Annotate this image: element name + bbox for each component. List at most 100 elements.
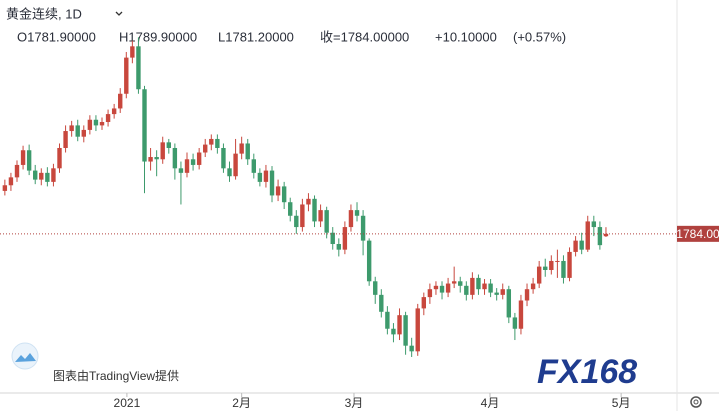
candle-body	[427, 289, 433, 298]
candle-body	[87, 119, 93, 130]
candle-body	[445, 283, 451, 293]
candle-body	[482, 283, 487, 290]
candle-body	[366, 240, 372, 282]
candle-body	[20, 150, 26, 165]
x-tick-label: 3月	[345, 396, 364, 410]
candle-body	[136, 46, 141, 90]
candle-body	[506, 289, 512, 318]
candle-body	[603, 233, 609, 237]
candle-body	[470, 277, 475, 295]
candle-body	[336, 244, 342, 250]
candle-body	[45, 172, 50, 182]
candle-body	[579, 240, 584, 250]
ohlc-open: O1781.90000	[17, 29, 96, 44]
candle-body	[130, 46, 135, 58]
candle-body	[524, 289, 530, 301]
candle-body	[227, 168, 232, 177]
candle-body	[63, 131, 68, 148]
candle-body	[433, 285, 439, 290]
candle-body	[591, 221, 597, 228]
candle-body	[567, 251, 572, 278]
tv-logo[interactable]	[11, 342, 39, 370]
chevron[interactable]	[115, 11, 123, 16]
candle-body	[324, 210, 329, 233]
candle-body	[239, 143, 244, 154]
candle-body	[536, 266, 542, 284]
candle-body	[494, 292, 499, 295]
candle-body	[26, 150, 32, 171]
candle-body	[391, 328, 396, 335]
candle-body	[57, 147, 62, 169]
candle-body	[190, 159, 196, 165]
candle-body	[14, 164, 20, 178]
candle-body	[257, 172, 263, 182]
settings-icon[interactable]	[690, 396, 702, 408]
candle-body	[543, 266, 548, 270]
candle-body	[93, 119, 99, 126]
candle-body	[166, 142, 171, 148]
candle-body	[306, 198, 311, 205]
candle-body	[99, 122, 105, 126]
candle-body	[105, 114, 111, 123]
candle-body	[221, 147, 226, 169]
candle-body	[373, 281, 378, 295]
candle-body	[385, 311, 390, 329]
candle-body	[33, 170, 38, 180]
ohlc-high: H1789.90000	[119, 29, 197, 44]
symbol-title: 黄金连续, 1D	[6, 6, 82, 21]
candle-body	[160, 142, 165, 160]
candle-body	[555, 260, 560, 262]
candle-body	[530, 283, 536, 290]
candle-body	[209, 138, 214, 145]
candle-body	[154, 157, 159, 160]
candle-body	[263, 170, 269, 182]
candle-body	[281, 186, 287, 203]
candle-body	[318, 210, 323, 222]
candle-body	[111, 108, 117, 115]
candle-body	[354, 210, 360, 216]
candle-body	[288, 202, 293, 216]
last-price-box	[677, 225, 719, 242]
candle-body	[464, 285, 469, 295]
candle-body	[379, 294, 384, 312]
candle-body	[549, 260, 554, 270]
candle-body	[397, 315, 402, 335]
candle-body	[275, 186, 281, 196]
x-tick-label: 4月	[481, 396, 500, 410]
candle-body	[2, 185, 8, 191]
credit: 图表由TradingView提供	[53, 368, 179, 383]
candle-body	[184, 159, 190, 173]
candle-body	[597, 227, 603, 246]
candle-body	[330, 232, 335, 245]
ohlc-change-pct: (+0.57%)	[513, 29, 566, 44]
candle-body	[172, 147, 178, 169]
candle-body	[269, 170, 275, 196]
ohlc-close: 收=1784.00000	[320, 29, 409, 44]
candle-body	[251, 159, 256, 173]
ohlc-change: +10.10000	[435, 29, 497, 44]
candle-body	[69, 125, 74, 132]
candle-body	[196, 152, 202, 165]
candle-body	[294, 215, 299, 228]
candle-body	[415, 308, 420, 352]
candle-body	[585, 221, 590, 250]
ohlc-low: L1781.20000	[218, 29, 294, 44]
candle-body	[312, 198, 317, 222]
candle-body	[348, 210, 354, 228]
candle-body	[245, 143, 250, 160]
candle-body	[500, 289, 505, 295]
x-tick-label: 2月	[232, 396, 251, 410]
candle-body	[458, 281, 463, 286]
candle-body	[561, 260, 566, 278]
candle-body	[178, 168, 184, 173]
watermark: FX168	[537, 353, 637, 391]
candle-body	[439, 285, 445, 293]
candle-body	[451, 281, 457, 284]
candle-body	[118, 93, 123, 109]
last-price-label: 1784.00	[676, 227, 719, 241]
candle-body	[124, 57, 129, 94]
candle-body	[488, 283, 493, 293]
candle-body	[75, 125, 80, 137]
candle-body	[342, 227, 348, 250]
candle-body	[203, 144, 208, 153]
